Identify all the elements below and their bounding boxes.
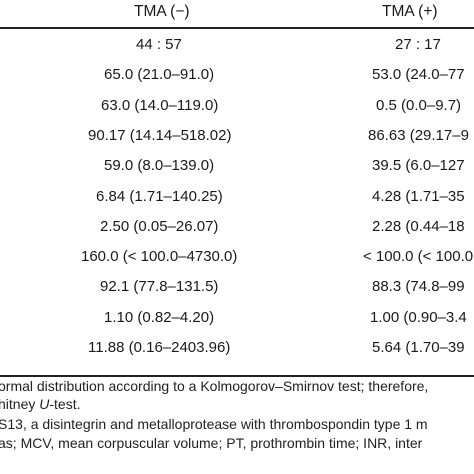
cell-tma-negative: 59.0 (8.0–139.0) (104, 157, 215, 174)
header-tma-positive: TMA (+) (382, 3, 438, 20)
cell-tma-positive: 2.28 (0.44–18 (372, 218, 465, 235)
cell-tma-negative: 65.0 (21.0–91.0) (104, 66, 215, 83)
cell-tma-positive: 1.00 (0.90–3.4 (370, 309, 467, 326)
cell-tma-negative: 1.10 (0.82–4.20) (104, 309, 215, 326)
cell-tma-positive: < 100.0 (< 100.0 (363, 248, 474, 265)
cell-tma-negative: 44 : 57 (136, 36, 182, 53)
footnote-line-text: hitney U-test. (0, 396, 81, 412)
cell-tma-negative: 90.17 (14.14–518.02) (88, 127, 232, 144)
cell-tma-positive: 0.5 (0.0–9.7) (376, 97, 462, 114)
footnote-line: ormal distribution according to a Kolmog… (0, 378, 429, 394)
cell-tma-positive: 4.28 (1.71–35 (372, 188, 465, 205)
cell-tma-negative: 11.88 (0.16–2403.96) (88, 339, 231, 356)
table-bottom-rule (0, 375, 474, 377)
footnote-line: S13, a disintegrin and metalloprotease w… (0, 416, 428, 432)
cell-tma-negative: 63.0 (14.0–119.0) (101, 97, 219, 114)
cell-tma-negative: 6.84 (1.71–140.25) (96, 188, 223, 205)
cell-tma-positive: 5.64 (1.70–39 (372, 339, 465, 356)
footnote-line: as; MCV, mean corpuscular volume; PT, pr… (0, 435, 423, 451)
cell-tma-positive: 88.3 (74.8–99 (372, 278, 465, 295)
cell-tma-negative: 160.0 (< 100.0–4730.0) (81, 248, 238, 265)
cell-tma-negative: 2.50 (0.05–26.07) (100, 218, 219, 235)
header-tma-negative: TMA (−) (134, 3, 190, 20)
cell-tma-positive: 27 : 17 (395, 36, 441, 53)
cell-tma-negative: 92.1 (77.8–131.5) (100, 278, 219, 295)
header-divider (0, 27, 474, 29)
cell-tma-positive: 86.63 (29.17–9 (368, 127, 469, 144)
cell-tma-positive: 39.5 (6.0–127 (372, 157, 465, 174)
footnote-line: hitney U-test. (0, 396, 81, 413)
cell-tma-positive: 53.0 (24.0–77 (372, 66, 465, 83)
